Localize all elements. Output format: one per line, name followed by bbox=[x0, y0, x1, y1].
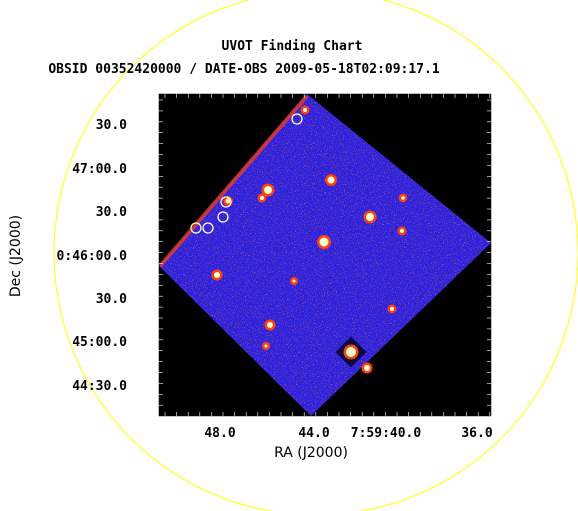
source-marker-circle bbox=[202, 222, 214, 234]
star-source bbox=[292, 279, 296, 283]
star-source bbox=[214, 272, 220, 278]
x-tick-label: 36.0 bbox=[461, 426, 492, 441]
star-source bbox=[319, 237, 329, 247]
field-of-view-circle bbox=[53, 0, 578, 511]
star-source bbox=[346, 347, 356, 357]
plot-frame bbox=[158, 93, 492, 417]
star-source bbox=[327, 176, 335, 184]
x-tick-label: 48.0 bbox=[204, 426, 235, 441]
x-axis-label: RA (J2000) bbox=[274, 445, 348, 461]
chart-title: UVOT Finding Chart bbox=[222, 39, 363, 54]
y-tick-label: 44:30.0 bbox=[72, 379, 127, 394]
chart-subtitle: OBSID 00352420000 / DATE-OBS 2009-05-18T… bbox=[48, 62, 440, 77]
star-source bbox=[264, 186, 272, 194]
y-tick-label: 30.0 bbox=[96, 292, 127, 307]
star-source bbox=[400, 229, 404, 233]
star-source bbox=[366, 213, 374, 221]
x-tick-label: 44.0 bbox=[298, 426, 329, 441]
y-tick-label: 45:00.0 bbox=[72, 335, 127, 350]
y-tick-label: 47:00.0 bbox=[72, 162, 127, 177]
source-marker-circle bbox=[220, 196, 232, 208]
source-marker-circle bbox=[291, 113, 303, 125]
star-source bbox=[260, 196, 264, 200]
x-tick-label: 7:59:40.0 bbox=[351, 426, 422, 441]
star-source bbox=[364, 365, 370, 371]
source-marker-circle bbox=[217, 211, 229, 223]
star-source bbox=[264, 344, 268, 348]
star-source bbox=[390, 307, 394, 311]
star-source bbox=[401, 196, 405, 200]
bright-edge bbox=[159, 94, 309, 268]
y-tick-label: 30.0 bbox=[96, 118, 127, 133]
y-tick-label: 30.0 bbox=[96, 205, 127, 220]
y-axis-label: Dec (J2000) bbox=[8, 215, 24, 297]
star-source bbox=[267, 322, 273, 328]
y-tick-label: 0:46:00.0 bbox=[57, 249, 128, 264]
star-source bbox=[225, 198, 231, 204]
star-source bbox=[303, 108, 307, 112]
source-marker-circle bbox=[190, 222, 202, 234]
